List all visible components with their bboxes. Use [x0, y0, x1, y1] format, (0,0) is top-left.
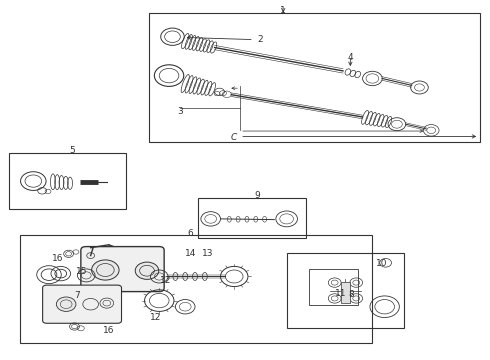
- Text: 5: 5: [69, 145, 75, 155]
- Bar: [341, 282, 350, 303]
- FancyBboxPatch shape: [43, 285, 122, 323]
- Text: 7: 7: [74, 292, 80, 300]
- Circle shape: [56, 297, 76, 311]
- Text: 12: 12: [150, 313, 162, 322]
- Circle shape: [92, 260, 119, 280]
- Circle shape: [135, 262, 159, 279]
- Bar: [149, 13, 480, 142]
- Text: 9: 9: [254, 191, 260, 199]
- Text: 15: 15: [75, 266, 87, 276]
- Bar: [9, 153, 126, 209]
- FancyBboxPatch shape: [81, 247, 164, 292]
- Text: 14: 14: [185, 249, 197, 258]
- Text: 11: 11: [335, 289, 346, 298]
- Text: 6: 6: [187, 229, 193, 238]
- Bar: [20, 235, 372, 343]
- Text: 1: 1: [280, 5, 286, 14]
- Text: 16: 16: [51, 253, 63, 263]
- Bar: [198, 198, 306, 238]
- Text: 4: 4: [347, 53, 353, 62]
- Text: 2: 2: [257, 35, 263, 44]
- Bar: [287, 253, 404, 328]
- Text: C: C: [231, 133, 237, 142]
- Text: 13: 13: [202, 249, 214, 258]
- Text: 16: 16: [103, 325, 115, 335]
- Text: 8: 8: [348, 290, 354, 299]
- Bar: [309, 269, 358, 305]
- Text: 3: 3: [177, 107, 183, 116]
- Text: 12: 12: [160, 276, 172, 285]
- Text: 10: 10: [375, 259, 387, 268]
